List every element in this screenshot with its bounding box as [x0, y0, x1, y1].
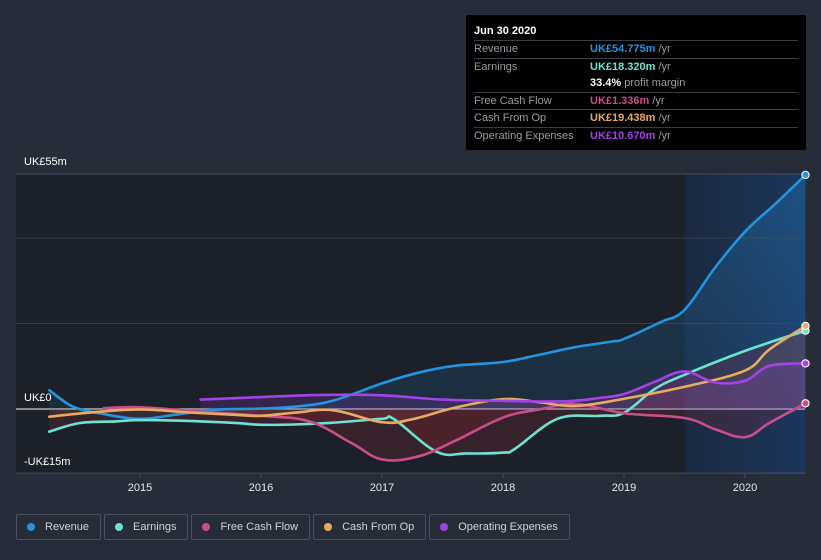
- tooltip: Jun 30 2020 Revenue UK£54.775m /yr Earni…: [466, 15, 806, 150]
- end-point-marker-operating-expenses: [801, 359, 810, 368]
- area-revenue: [49, 174, 806, 419]
- legend-item-revenue[interactable]: Revenue: [16, 514, 102, 540]
- tooltip-label: Earnings: [474, 60, 518, 73]
- y-tick-label-top: UK£55m: [24, 156, 67, 168]
- y-tick-label-zero: UK£0: [24, 392, 52, 404]
- tooltip-value: 33.4%: [590, 77, 622, 89]
- y-tick-label-bottom: -UK£15m: [24, 456, 71, 468]
- legend-item-operating-expenses[interactable]: Operating Expenses: [429, 514, 570, 540]
- legend-dot-icon: [440, 523, 449, 531]
- legend-label: Free Cash Flow: [220, 521, 299, 533]
- tooltip-label: Free Cash Flow: [474, 94, 552, 107]
- legend-item-free-cash-flow[interactable]: Free Cash Flow: [191, 514, 311, 540]
- legend-label: Operating Expenses: [458, 521, 558, 533]
- tooltip-value: UK£19.438m: [590, 112, 656, 124]
- tooltip-unit: profit margin: [624, 77, 686, 89]
- legend-dot-icon: [202, 523, 211, 531]
- x-tick-label: 2019: [611, 482, 637, 494]
- x-tick-label: 2017: [369, 482, 395, 494]
- tooltip-label: Revenue: [474, 43, 519, 55]
- tooltip-row-revenue: Revenue UK£54.775m /yr: [474, 40, 798, 58]
- series-line-earnings: [47, 329, 807, 457]
- legend-dot-icon: [115, 523, 124, 531]
- tooltip-unit: /yr: [658, 129, 671, 142]
- tooltip-value: UK£54.775m: [590, 43, 656, 55]
- legend-dot-icon: [324, 523, 333, 531]
- tooltip-row-cash-from-op: Cash From Op UK£19.438m /yr: [474, 109, 798, 127]
- legend-label: Earnings: [133, 521, 177, 533]
- legend-label: Cash From Op: [342, 521, 415, 533]
- area-operating-expenses: [200, 363, 806, 409]
- tooltip-value: UK£1.336m: [590, 94, 650, 107]
- tooltip-row-earnings: Earnings UK£18.320m /yr: [474, 57, 798, 76]
- legend: Revenue Earnings Free Cash Flow Cash Fro…: [16, 514, 570, 540]
- tooltip-unit: /yr: [652, 94, 665, 107]
- end-point-marker-free-cash-flow: [801, 399, 810, 408]
- series-line-operating-expenses: [199, 362, 807, 403]
- tooltip-value: UK£10.670m: [590, 129, 656, 142]
- end-point-marker-revenue: [801, 170, 810, 180]
- tooltip-unit: /yr: [658, 43, 671, 55]
- x-tick-label: 2016: [248, 482, 274, 494]
- series-line-cash-from-op: [47, 324, 807, 425]
- area-free-cash-flow: [103, 403, 806, 461]
- series-line-revenue: [47, 173, 807, 421]
- tooltip-row-profit-margin: 33.4% profit margin: [474, 75, 798, 92]
- tooltip-row-operating-expenses: Operating Expenses UK£10.670m /yr: [474, 126, 798, 145]
- tooltip-row-free-cash-flow: Free Cash Flow UK£1.336m /yr: [474, 91, 798, 110]
- x-tick-label: 2020: [732, 482, 758, 494]
- legend-label: Revenue: [45, 521, 90, 533]
- tooltip-unit: /yr: [658, 60, 671, 73]
- tooltip-label: [474, 75, 590, 92]
- tooltip-label: Operating Expenses: [474, 129, 574, 142]
- tooltip-value: UK£18.320m: [590, 60, 656, 73]
- legend-item-earnings[interactable]: Earnings: [104, 514, 189, 540]
- legend-item-cash-from-op[interactable]: Cash From Op: [313, 514, 427, 540]
- end-point-marker-cash-from-op: [801, 321, 810, 331]
- x-tick-label: 2018: [490, 482, 516, 494]
- x-tick-label: 2015: [127, 482, 153, 494]
- tooltip-date: Jun 30 2020: [474, 25, 537, 37]
- legend-dot-icon: [27, 523, 35, 531]
- tooltip-label: Cash From Op: [474, 112, 547, 124]
- tooltip-unit: /yr: [658, 112, 671, 124]
